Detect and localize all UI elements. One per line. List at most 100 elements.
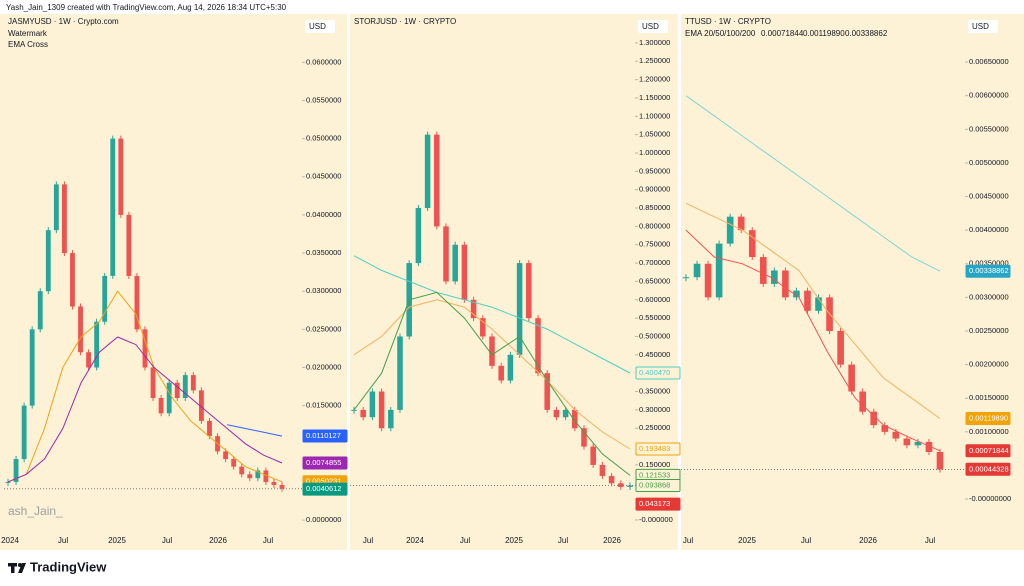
y-tick-label: 0.350000	[639, 387, 670, 396]
y-tick-label: 0.00250000	[969, 326, 1009, 335]
currency-box	[638, 20, 668, 33]
y-tick-label: 0.00500000	[969, 158, 1009, 167]
candle	[443, 226, 449, 282]
currency-box	[305, 20, 335, 33]
candle	[263, 470, 269, 482]
candle	[498, 365, 504, 381]
candle	[804, 290, 811, 311]
price-tag-label: 0.00119890	[969, 413, 1008, 422]
candle	[174, 382, 180, 399]
candle	[848, 364, 855, 392]
candle	[142, 329, 148, 368]
y-tick-label: 0.700000	[639, 258, 670, 267]
candle	[870, 411, 878, 426]
candle	[70, 253, 75, 307]
candle	[351, 409, 357, 411]
x-tick-label: 2026	[859, 536, 877, 545]
candle	[78, 306, 83, 353]
y-tick-label: 0.00150000	[969, 393, 1009, 402]
candle	[134, 275, 140, 330]
y-tick-label: 0.0500000	[306, 134, 341, 143]
x-tick-label: Jul	[558, 536, 568, 545]
candle	[223, 451, 229, 460]
y-tick-label: 0.650000	[639, 276, 670, 285]
price-tag-label: 0.0050231	[306, 477, 341, 486]
x-tick-label: Jul	[801, 536, 811, 545]
legend-value: 0.00071844	[761, 29, 804, 38]
candle	[369, 391, 376, 418]
candle	[726, 216, 734, 244]
price-tag	[635, 497, 681, 511]
y-tick-label: 1.000000	[639, 148, 670, 157]
candle	[599, 464, 606, 476]
candle	[516, 263, 523, 355]
ema-line	[227, 424, 283, 437]
candle	[748, 230, 756, 258]
candle	[480, 318, 486, 337]
y-tick-label: 0.450000	[639, 350, 670, 359]
candle	[489, 336, 495, 366]
price-tag-label: 0.400470	[639, 368, 670, 377]
x-tick-label: 2026	[209, 536, 227, 545]
candle	[13, 459, 19, 482]
candle	[581, 428, 587, 447]
candle	[102, 275, 108, 322]
price-tag-label: 0.193483	[639, 444, 670, 453]
candle	[608, 475, 615, 484]
y-tick-label: 0.950000	[639, 166, 670, 175]
candle	[207, 420, 212, 437]
candle	[881, 425, 889, 432]
candle	[61, 184, 67, 254]
x-tick-label: Jul	[925, 536, 935, 545]
y-tick-label: 0.00600000	[969, 91, 1009, 100]
y-tick-label: 0.0250000	[306, 324, 341, 333]
x-tick-label: 2025	[108, 536, 126, 545]
ema-line	[353, 299, 631, 450]
brand: TradingView	[30, 559, 107, 574]
candle	[782, 270, 789, 298]
price-tag-label: 0.0040612	[306, 484, 341, 493]
candle	[5, 481, 11, 483]
y-tick-label: 0.0000000	[306, 515, 341, 524]
candle	[682, 277, 690, 279]
price-tag-label: 0.093868	[639, 481, 670, 490]
price-tag-label: 0.00071844	[969, 446, 1009, 455]
candle	[397, 336, 403, 410]
ema-line	[685, 95, 941, 272]
candle	[378, 391, 385, 429]
x-tick-label: Jul	[162, 536, 172, 545]
candle	[45, 230, 51, 292]
y-tick-label: 0.00350000	[969, 259, 1009, 268]
price-tag	[635, 479, 681, 493]
x-tick-label: Jul	[363, 536, 373, 545]
y-tick-label: 0.600000	[639, 295, 670, 304]
candle	[86, 352, 92, 368]
candle	[53, 184, 59, 231]
price-tag-label: 0.00044328	[969, 464, 1009, 473]
candle	[704, 263, 712, 298]
candle	[388, 409, 394, 429]
x-tick-label: Jul	[58, 536, 68, 545]
candle	[837, 330, 844, 365]
y-tick-label: 0.0450000	[306, 172, 341, 181]
header-text: Yash_Jain_1309 created with TradingView.…	[6, 3, 287, 12]
candle	[434, 134, 440, 227]
y-tick-label: -0.00000000	[969, 494, 1011, 503]
candle	[936, 452, 944, 470]
candle	[198, 390, 204, 421]
candle	[859, 391, 867, 412]
x-tick-label: 2025	[505, 536, 523, 545]
ema-line	[353, 255, 631, 374]
price-tag	[302, 482, 348, 496]
price-tag	[302, 429, 348, 443]
candle	[892, 431, 900, 439]
y-tick-label: 0.550000	[639, 313, 670, 322]
y-tick-label: 0.800000	[639, 221, 670, 230]
y-tick-label: 0.0400000	[306, 210, 341, 219]
y-tick-label: 0.0550000	[306, 95, 341, 104]
subtitle: EMA 20/50/100/200	[685, 29, 756, 38]
candle	[562, 409, 569, 418]
y-tick-label: 0.150000	[639, 460, 670, 469]
y-tick-label: 0.00400000	[969, 225, 1009, 234]
